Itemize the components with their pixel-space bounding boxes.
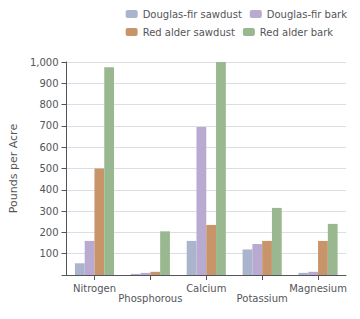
svg-text:900: 900 [39, 78, 58, 89]
svg-text:100: 100 [39, 248, 58, 259]
svg-text:Potassium: Potassium [237, 293, 288, 304]
svg-text:Red alder sawdust: Red alder sawdust [143, 27, 235, 38]
svg-text:Pounds per Acre: Pounds per Acre [7, 124, 20, 214]
svg-text:200: 200 [39, 227, 58, 238]
svg-text:400: 400 [39, 184, 58, 195]
svg-text:300: 300 [39, 206, 58, 217]
svg-text:Calcium: Calcium [186, 283, 226, 294]
svg-text:Douglas-fir bark: Douglas-fir bark [267, 9, 347, 20]
svg-text:Douglas-fir sawdust: Douglas-fir sawdust [143, 9, 242, 20]
svg-text:700: 700 [39, 120, 58, 131]
svg-text:Phosphorous: Phosphorous [118, 293, 182, 304]
svg-text:800: 800 [39, 99, 58, 110]
svg-text:Red alder bark: Red alder bark [260, 27, 333, 38]
svg-text:Magnesium: Magnesium [289, 283, 347, 294]
svg-text:500: 500 [39, 163, 58, 174]
svg-text:Nitrogen: Nitrogen [73, 283, 116, 294]
svg-text:1,000: 1,000 [30, 57, 59, 68]
svg-text:600: 600 [39, 142, 58, 153]
